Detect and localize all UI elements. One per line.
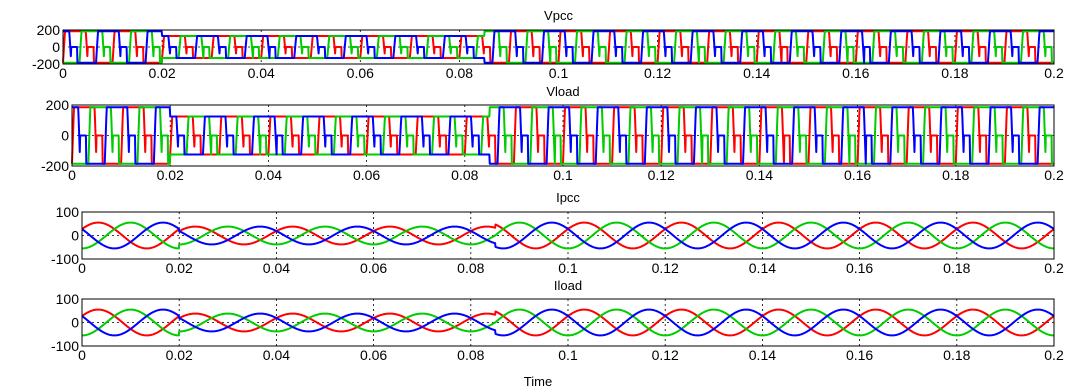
x-tick-label: 0.18 — [943, 347, 970, 363]
x-tick-label: 0.02 — [166, 260, 193, 276]
x-tick-label: 0 — [78, 347, 86, 363]
y-tick-label: -200 — [32, 56, 60, 72]
x-tick-label: 0.08 — [457, 260, 484, 276]
y-tick-label: 200 — [37, 22, 61, 38]
x-tick-label: 0.14 — [749, 347, 776, 363]
x-tick-label: 0.14 — [743, 65, 770, 81]
x-tick-label: 0.16 — [844, 167, 871, 183]
x-tick-label: 0.16 — [842, 65, 869, 81]
y-tick-label: 0 — [52, 39, 60, 55]
y-tick-label: 100 — [56, 291, 80, 307]
x-tick-label: 0.2 — [1044, 260, 1064, 276]
x-tick-label: 0.08 — [451, 167, 478, 183]
subplot-title: Vpcc — [544, 8, 573, 23]
x-tick-label: 0.2 — [1044, 347, 1064, 363]
y-tick-label: 0 — [71, 228, 79, 244]
x-tick-label: 0.16 — [846, 347, 873, 363]
series-line-phase-3 — [81, 308, 1055, 337]
subplot-vload: 0 0.02 0.04 0.06 0.08 0.1 0.12 0.14 0.16 0.18 0.2 -… — [41, 84, 1064, 183]
x-tick-label: 0.18 — [943, 260, 970, 276]
x-tick-label: 0.12 — [652, 347, 679, 363]
x-tick-label: 0 — [78, 260, 86, 276]
plot-frame — [71, 104, 1055, 167]
x-tick-label: 0.14 — [746, 167, 773, 183]
y-tick-label: 0 — [71, 315, 79, 331]
x-tick-label: 0.08 — [446, 65, 473, 81]
x-tick-label: 0.1 — [558, 347, 578, 363]
x-tick-label: 0.04 — [255, 167, 282, 183]
x-tick-label: 0.06 — [360, 347, 387, 363]
x-tick-label: 0.12 — [644, 65, 671, 81]
x-tick-label: 0.04 — [248, 65, 275, 81]
x-tick-label: 0.16 — [846, 260, 873, 276]
x-tick-label: 0.04 — [263, 260, 290, 276]
subplot-vpcc: 0 0.02 0.04 0.06 0.08 0.1 0.12 0.14 0.16 0.18 0.2 -… — [32, 8, 1064, 81]
y-tick-label: 100 — [56, 204, 80, 220]
x-tick-label: 0.04 — [263, 347, 290, 363]
x-tick-label: 0.14 — [749, 260, 776, 276]
x-tick-label: 0.18 — [942, 167, 969, 183]
subplot-iload: 0 0.02 0.04 0.06 0.08 0.1 0.12 0.14 0.16 0.18 0.2 -… — [51, 278, 1064, 363]
subplot-title: Iload — [554, 278, 582, 293]
x-tick-label: 0.08 — [457, 347, 484, 363]
subplot-ipcc: 0 0.02 0.04 0.06 0.08 0.1 0.12 0.14 0.16 0.18 0.2 -… — [51, 190, 1064, 276]
x-tick-label: 0 — [68, 167, 76, 183]
series-line-phase-3 — [62, 30, 1055, 64]
plot-frame — [81, 298, 1055, 347]
x-tick-label: 0.12 — [652, 260, 679, 276]
subplot-title: Vload — [546, 84, 579, 99]
x-tick-label: 0.02 — [148, 65, 175, 81]
x-tick-label: 0.2 — [1044, 167, 1064, 183]
x-tick-label: 0.1 — [553, 167, 573, 183]
plot-frame — [62, 29, 1055, 65]
series-line-phase-3 — [71, 106, 1055, 165]
x-tick-label: 0.06 — [353, 167, 380, 183]
x-tick-label: 0.18 — [941, 65, 968, 81]
x-tick-label: 0 — [59, 65, 67, 81]
y-tick-label: 200 — [46, 97, 70, 113]
subplot-title: Ipcc — [556, 190, 580, 205]
x-axis-label: Time — [524, 374, 552, 389]
series-line-phase-3 — [81, 221, 1055, 250]
x-tick-label: 0.12 — [648, 167, 675, 183]
y-tick-label: -200 — [41, 158, 69, 174]
x-tick-label: 0.06 — [360, 260, 387, 276]
x-tick-label: 0.02 — [157, 167, 184, 183]
y-tick-label: -100 — [51, 251, 79, 267]
y-tick-label: -100 — [51, 338, 79, 354]
plot-frame — [81, 211, 1055, 260]
x-tick-label: 0.06 — [347, 65, 374, 81]
x-tick-label: 0.2 — [1044, 65, 1064, 81]
x-tick-label: 0.1 — [549, 65, 569, 81]
y-tick-label: 0 — [61, 128, 69, 144]
x-tick-label: 0.1 — [558, 260, 578, 276]
x-tick-label: 0.02 — [166, 347, 193, 363]
